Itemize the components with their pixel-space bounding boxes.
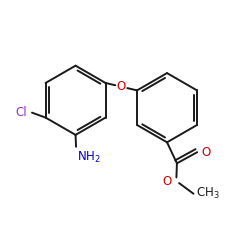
Text: CH$_3$: CH$_3$	[196, 186, 220, 201]
Text: O: O	[202, 146, 211, 159]
Text: Cl: Cl	[16, 106, 27, 119]
Text: NH$_2$: NH$_2$	[77, 150, 100, 165]
Text: O: O	[162, 175, 171, 188]
Text: O: O	[117, 80, 126, 93]
